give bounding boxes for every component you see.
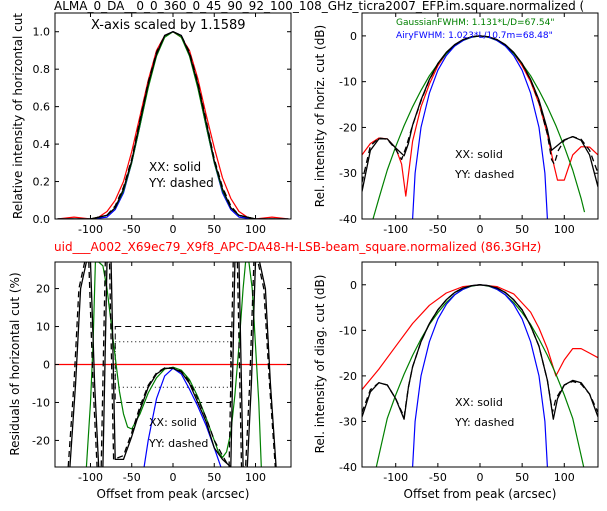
panel-top-right: -100 -50 0 50 100-40-30-20-100 GaussianFWHM:… [313, 12, 599, 236]
xtick-label: -100 [383, 223, 408, 236]
series-black-dashed-bottom-left [67, 262, 276, 467]
ytick-label: -10 [339, 76, 357, 89]
ylabel-top-left: Relative intensity of horizontal cut [11, 13, 25, 219]
ytick-label: 10 [36, 321, 50, 334]
panel-top-left: -100 -50 0 50 100 0.0 0.2 0.4 0.6 0.8 1.0 X-axis s… [11, 12, 292, 236]
series-green-solid-top-left [57, 31, 289, 219]
ytick-label: -40 [339, 213, 357, 226]
ytick-label: 1.0 [33, 26, 51, 39]
curves-bottom-right [362, 284, 598, 467]
xtick-label: 0 [170, 471, 177, 484]
series-black-dashed-top-left [57, 31, 289, 219]
xtick-label: 0 [477, 471, 484, 484]
annotation-scale: X-axis scaled by 1.1589 [91, 18, 246, 33]
xtick-label: 100 [554, 223, 575, 236]
xtick-label: 0 [170, 223, 177, 236]
annotation-xx-top-right: XX: solid [455, 148, 503, 161]
series-red-solid-bottom-right [362, 284, 598, 390]
ytick-label: -10 [32, 396, 50, 409]
xtick-label: 50 [207, 471, 221, 484]
series-blue-solid-top-left [57, 31, 289, 219]
annotation-yy-top-right: YY: dashed [454, 168, 514, 181]
legend-gaussian: GaussianFWHM: 1.131*L/D=67.54" [396, 18, 554, 28]
xtick-label: 100 [554, 471, 575, 484]
xlabel-bottom-left: Offset from peak (arcsec) [97, 487, 250, 501]
ytick-label: 0.2 [33, 176, 51, 189]
xtick-label: -50 [429, 223, 447, 236]
series-black-dashed-bottom-right [362, 284, 598, 418]
annotation-yy-top-left: YY: dashed [148, 176, 214, 190]
series-blue-solid-bottom-right [412, 284, 548, 467]
ylabel-bottom-right: Rel. intensity of diag. cut (dB) [313, 275, 327, 454]
axes-frame-top-right [361, 12, 599, 220]
xlabel-bottom-right: Offset from peak (arcsec) [404, 487, 557, 501]
annotation-yy-bottom-left: YY: dashed [148, 437, 208, 450]
xtick-label: 100 [245, 471, 266, 484]
ytick-label: 0.8 [33, 63, 51, 76]
ytick-label: -30 [339, 167, 357, 180]
xtick-label: -100 [383, 471, 408, 484]
xtick-label: 100 [245, 223, 266, 236]
annotation-xx-bottom-left: XX: solid [149, 416, 197, 429]
series-green-solid-bottom-right [375, 284, 585, 467]
series-black-dashed-top-right [362, 35, 598, 183]
ytick-label: -20 [32, 434, 50, 447]
curves-top-right [362, 35, 598, 219]
xtick-label: -100 [78, 471, 103, 484]
curves-bottom-left [55, 262, 291, 467]
ticks-top-left: -100 -50 0 50 100 0.0 0.2 0.4 0.6 0.8 1.0 [33, 13, 291, 236]
series-black-solid-top-left [57, 31, 289, 219]
xtick-label: -50 [429, 471, 447, 484]
annotation-xx-top-left: XX: solid [149, 160, 201, 174]
xtick-label: -50 [123, 223, 141, 236]
ytick-label: 0.0 [33, 213, 51, 226]
ytick-label: -40 [339, 461, 357, 474]
ytick-label: 0.4 [33, 138, 51, 151]
figure-title-middle: uid___A002_X69ec79_X9f8_APC-DA48-H-LSB-b… [54, 240, 541, 254]
legend-airy: AiryFWHM: 1.023*L/10.7m=68.48" [396, 31, 553, 41]
ytick-label: -10 [339, 324, 357, 337]
ytick-label: 20 [36, 283, 50, 296]
xtick-label: 50 [207, 223, 221, 236]
ytick-label: 0 [350, 30, 357, 43]
ticks-bottom-right: -100 -50 0 50 100-40-30-20-100 [339, 262, 598, 484]
series-black-solid-top-right [362, 35, 598, 192]
figure-title-top: ALMA_0_DA__0_0_360_0_45_90_92_100_108_GH… [54, 0, 584, 13]
panel-bottom-right: -100 -50 0 50 100-40-30-20-100 XX: solid YY:… [313, 261, 599, 501]
ytick-label: 0.6 [33, 101, 51, 114]
annotation-yy-bottom-right: YY: dashed [454, 416, 514, 429]
ytick-label: -20 [339, 121, 357, 134]
ylabel-top-right: Rel. intensity of horiz. cut (dB) [313, 25, 327, 207]
curves-top-left [57, 31, 289, 219]
xtick-label: 50 [515, 223, 529, 236]
xtick-label: 50 [515, 471, 529, 484]
xtick-label: -50 [123, 471, 141, 484]
series-blue-solid-bottom-left [143, 367, 222, 467]
xtick-label: 0 [477, 223, 484, 236]
ticks-top-right: -100 -50 0 50 100-40-30-20-100 [339, 13, 598, 236]
ytick-label: -20 [339, 370, 357, 383]
axes-frame-bottom-right [361, 261, 599, 468]
xtick-label: -100 [78, 223, 103, 236]
series-blue-solid-top-right [412, 35, 548, 219]
ylabel-bottom-left: Residuals of horizontal cut (%) [8, 272, 22, 455]
series-red-solid-top-left [57, 31, 289, 219]
annotation-xx-bottom-right: XX: solid [455, 396, 503, 409]
ytick-label: -30 [339, 415, 357, 428]
ytick-label: 0 [350, 279, 357, 292]
ytick-label: 0 [43, 359, 50, 372]
